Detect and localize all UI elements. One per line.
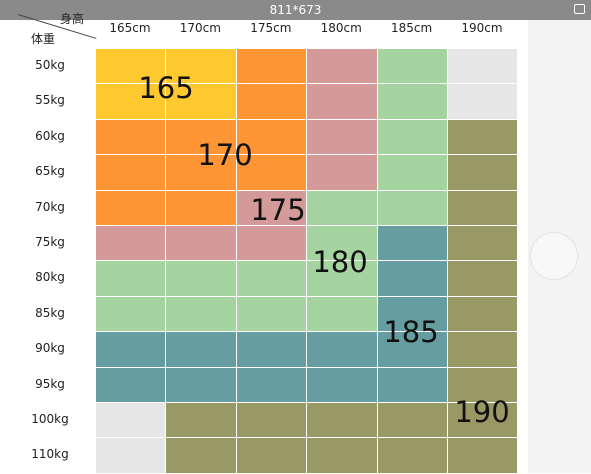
size-cell xyxy=(165,295,237,333)
corner-weight: 体重 xyxy=(30,32,55,46)
size-cell xyxy=(376,366,448,403)
size-cell xyxy=(376,225,448,262)
size-cell xyxy=(447,154,519,191)
size-cell xyxy=(235,331,308,368)
row-label: 50kg xyxy=(35,58,65,72)
size-cell xyxy=(306,83,378,120)
size-cell xyxy=(306,366,378,403)
size-zone-label: 185 xyxy=(383,315,439,349)
size-cell xyxy=(95,402,167,439)
size-cell xyxy=(235,437,308,474)
size-cell xyxy=(376,48,448,85)
column-header: 165cm xyxy=(109,21,151,35)
title-bar: 811*673 xyxy=(0,0,591,20)
size-cell xyxy=(95,225,167,262)
size-cell xyxy=(95,437,167,474)
size-cell xyxy=(306,154,378,191)
size-cell xyxy=(165,402,237,439)
size-cell xyxy=(235,402,308,439)
column-header: 180cm xyxy=(320,21,362,35)
size-zone-label: 175 xyxy=(250,193,306,227)
size-cell xyxy=(165,437,237,474)
size-cell xyxy=(235,366,308,403)
size-cell xyxy=(447,366,519,403)
size-cell xyxy=(95,366,167,403)
size-cell xyxy=(306,118,378,156)
size-cell xyxy=(235,154,308,191)
size-cell xyxy=(376,189,448,226)
size-cell xyxy=(447,331,519,368)
size-cell xyxy=(447,189,519,226)
size-zone-label: 180 xyxy=(312,245,368,279)
size-cell xyxy=(376,154,448,191)
size-cell xyxy=(306,437,378,474)
column-header: 170cm xyxy=(179,21,221,35)
size-cell xyxy=(235,225,308,262)
size-cell xyxy=(165,331,237,368)
size-cell xyxy=(165,260,237,297)
column-header: 190cm xyxy=(461,21,503,35)
row-label: 90kg xyxy=(35,341,65,356)
size-cell xyxy=(306,402,378,439)
row-label: 75kg xyxy=(35,235,65,249)
size-zone-label: 165 xyxy=(138,71,194,105)
row-label: 85kg xyxy=(35,305,65,320)
size-cell xyxy=(165,366,237,403)
size-cell xyxy=(376,260,448,297)
next-button[interactable] xyxy=(530,232,578,280)
size-cell xyxy=(306,295,378,333)
size-cell xyxy=(447,118,519,156)
column-header: 185cm xyxy=(390,21,433,35)
size-cell xyxy=(306,48,378,85)
size-cell xyxy=(95,118,167,156)
size-cell xyxy=(376,83,448,120)
size-cell xyxy=(447,295,519,333)
window-icon[interactable] xyxy=(574,4,585,14)
size-cell xyxy=(447,48,519,85)
column-header: 175cm xyxy=(250,21,292,35)
size-cell xyxy=(95,83,167,120)
size-cell xyxy=(306,331,378,368)
row-label: 100kg xyxy=(31,412,69,426)
size-cell xyxy=(376,437,448,474)
row-label: 70kg xyxy=(35,199,65,214)
row-label: 65kg xyxy=(35,164,65,179)
size-cell xyxy=(306,189,378,226)
size-cell xyxy=(447,225,519,262)
row-label: 55kg xyxy=(35,93,65,108)
size-cell xyxy=(447,83,519,120)
size-cell xyxy=(95,189,167,226)
size-cell xyxy=(165,189,237,226)
size-cell xyxy=(95,260,167,297)
size-cell xyxy=(235,48,308,85)
row-label: 110kg xyxy=(31,447,69,462)
size-cell xyxy=(235,83,308,120)
size-cell xyxy=(376,402,448,439)
size-cell xyxy=(376,118,448,156)
size-cell xyxy=(165,118,237,156)
size-cell xyxy=(447,437,519,474)
image-size: 811*673 xyxy=(269,3,322,17)
size-cell xyxy=(235,295,308,333)
size-zone-label: 190 xyxy=(454,395,510,429)
corner-height: 身高 xyxy=(59,12,84,26)
size-cell xyxy=(165,225,237,262)
size-cell xyxy=(95,331,167,368)
row-label: 60kg xyxy=(35,128,65,143)
row-label: 95kg xyxy=(35,376,65,391)
size-cell xyxy=(95,154,167,191)
size-cell xyxy=(235,260,308,297)
size-cell xyxy=(447,260,519,297)
size-zone-label: 170 xyxy=(197,138,253,172)
row-label: 80kg xyxy=(35,270,65,285)
size-cell xyxy=(95,295,167,333)
